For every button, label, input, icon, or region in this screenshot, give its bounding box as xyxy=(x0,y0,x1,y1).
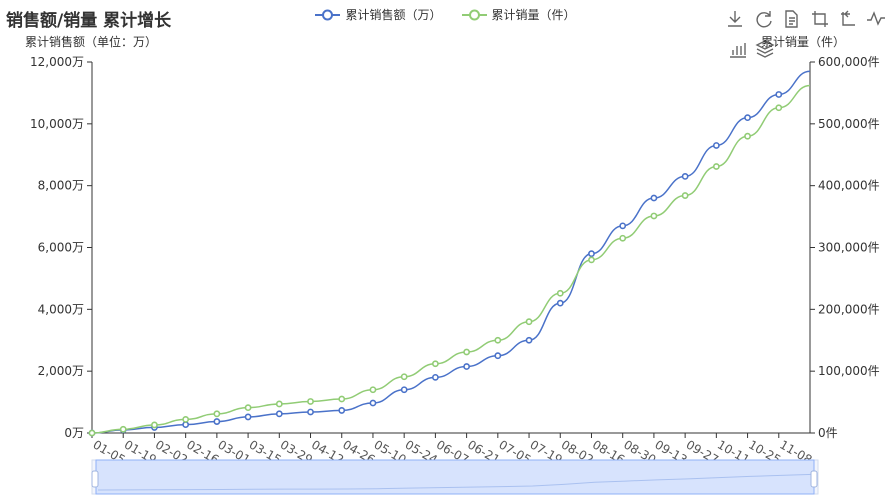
series-point-1 xyxy=(400,373,408,381)
series-point-0 xyxy=(213,418,221,425)
y-right-tick-label: 500,000件 xyxy=(818,117,880,131)
series-point-1 xyxy=(244,404,252,412)
series-point-1 xyxy=(712,163,720,170)
series-point-1 xyxy=(556,289,564,297)
series-point-1 xyxy=(650,212,658,220)
series-point-1 xyxy=(619,234,627,242)
y-right-tick-label: 200,000件 xyxy=(818,302,880,316)
series-point-0 xyxy=(275,410,283,418)
series-point-1 xyxy=(119,425,127,433)
series-line-1 xyxy=(91,84,811,434)
series-point-0 xyxy=(244,413,252,421)
y-right-tick-label: 600,000件 xyxy=(818,55,880,69)
legend-label-volume: 累计销量（件） xyxy=(491,8,576,22)
data-view-icon[interactable] xyxy=(780,8,802,30)
datazoom-handle-right[interactable] xyxy=(810,470,818,488)
series-point-1 xyxy=(494,336,502,344)
series-line-0 xyxy=(91,70,811,434)
series-point-1 xyxy=(369,386,377,394)
series-point-1 xyxy=(275,400,283,408)
zoom-reset-icon[interactable] xyxy=(836,8,858,30)
series-point-1 xyxy=(307,398,314,405)
series-point-0 xyxy=(463,363,471,370)
legend-label-sales: 累计销售额（万） xyxy=(345,8,442,22)
legend-line-icon xyxy=(461,9,487,20)
series-point-1 xyxy=(213,410,221,418)
y-left-tick-label: 0万 xyxy=(64,426,84,440)
series-point-0 xyxy=(744,114,751,122)
datazoom-preview-line xyxy=(97,473,813,491)
chart-title: 销售额/销量 累计增长 xyxy=(6,11,172,31)
line-chart-icon[interactable] xyxy=(865,8,887,30)
series-point-0 xyxy=(712,142,720,149)
download-icon[interactable] xyxy=(724,8,746,30)
y-right-tick-label: 100,000件 xyxy=(818,364,880,378)
series-point-0 xyxy=(182,421,190,429)
legend-item-sales[interactable]: 累计销售额（万） xyxy=(315,6,442,23)
datazoom-track xyxy=(91,459,819,495)
y-left-tick-label: 6,000万 xyxy=(38,241,84,255)
y-left-tick-label: 10,000万 xyxy=(30,117,84,131)
y-left-tick-label: 12,000万 xyxy=(30,55,84,69)
series-point-0 xyxy=(400,386,408,394)
series-point-0 xyxy=(681,172,689,180)
series-point-0 xyxy=(650,194,658,202)
series-point-0 xyxy=(525,336,533,344)
y-left-axis-title: 累计销售额（单位：万） xyxy=(25,34,157,49)
stack-icon[interactable] xyxy=(754,38,776,60)
series-point-0 xyxy=(775,91,783,98)
bar-chart-icon[interactable] xyxy=(727,38,749,60)
y-right-tick-label: 300,000件 xyxy=(818,241,880,255)
y-right-axis-title: 累计销量（件） xyxy=(761,35,845,49)
series-point-0 xyxy=(338,407,346,414)
series-point-1 xyxy=(525,318,533,326)
series-point-1 xyxy=(463,348,471,356)
series-point-1 xyxy=(431,360,439,368)
series-point-0 xyxy=(369,399,377,407)
y-left-tick-label: 4,000万 xyxy=(38,302,84,316)
series-point-0 xyxy=(494,352,502,360)
series-point-0 xyxy=(431,373,439,381)
series-point-0 xyxy=(588,250,595,258)
y-left-tick-label: 2,000万 xyxy=(38,364,84,378)
zoom-icon[interactable] xyxy=(809,8,831,30)
y-left-tick-label: 8,000万 xyxy=(38,179,84,193)
datazoom-handle-left[interactable] xyxy=(91,470,99,488)
toolbox xyxy=(724,8,889,60)
series-point-1 xyxy=(588,256,595,264)
series-point-1 xyxy=(151,421,158,429)
series-point-0 xyxy=(619,222,627,230)
legend: 累计销售额（万） 累计销量（件） xyxy=(0,6,891,23)
series-point-1 xyxy=(88,429,96,437)
legend-item-volume[interactable]: 累计销量（件） xyxy=(461,6,576,23)
series-point-1 xyxy=(681,192,689,199)
legend-line-icon xyxy=(315,9,341,20)
series-point-1 xyxy=(182,415,190,423)
series-point-1 xyxy=(775,104,783,112)
series-point-0 xyxy=(307,408,314,416)
y-right-tick-label: 400,000件 xyxy=(818,179,880,193)
refresh-icon[interactable] xyxy=(753,8,775,30)
y-right-tick-label: 0件 xyxy=(818,426,838,440)
datazoom-window xyxy=(95,459,815,495)
series-point-0 xyxy=(556,299,564,307)
series-point-1 xyxy=(338,395,346,403)
series-point-1 xyxy=(744,132,751,140)
